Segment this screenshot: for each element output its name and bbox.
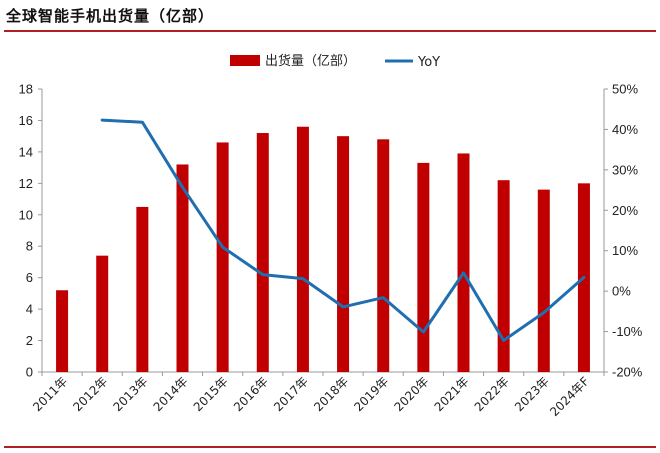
y-right-tick-label: 50% <box>612 82 638 97</box>
x-tick-label: 2023年 <box>512 374 552 414</box>
y-left-tick-label: 4 <box>26 302 33 317</box>
y-right-tick-label: 10% <box>612 243 638 258</box>
y-left-tick-label: 8 <box>26 239 33 254</box>
legend-bar-swatch <box>230 55 260 66</box>
x-tick-label: 2022年 <box>472 374 512 414</box>
x-tick-label: 2015年 <box>191 374 231 414</box>
y-left-tick-label: 18 <box>19 82 33 97</box>
bar <box>417 162 430 372</box>
x-tick-label: 2019年 <box>351 374 391 414</box>
y-right-tick-label: 40% <box>612 122 638 137</box>
x-tick-label: 2013年 <box>110 374 150 414</box>
bar <box>457 153 470 372</box>
y-right-tick-label: 20% <box>612 203 638 218</box>
legend-line-label: YoY <box>417 55 440 70</box>
x-tick-label: 2020年 <box>391 374 431 414</box>
bar <box>96 255 109 372</box>
bar <box>377 139 390 372</box>
y-right-tick-label: -20% <box>612 365 643 380</box>
y-left-tick-label: 0 <box>26 365 33 380</box>
y-right-tick-label: 30% <box>612 162 638 177</box>
x-tick-label: 2012年 <box>70 374 110 414</box>
x-tick-label: 2018年 <box>311 374 351 414</box>
bar <box>136 206 149 372</box>
bar <box>56 290 69 372</box>
y-left-tick-label: 14 <box>19 144 33 159</box>
yoy-line <box>100 118 586 342</box>
legend-bar-label: 出货量（亿部） <box>265 53 356 69</box>
bar <box>256 133 269 372</box>
title-rule <box>4 30 656 32</box>
y-right-tick-label: 0% <box>612 284 631 299</box>
bar <box>296 126 309 372</box>
y-left-tick-label: 10 <box>19 207 33 222</box>
x-tick-label: 2011年 <box>30 374 70 414</box>
bar <box>537 189 550 372</box>
x-tick-label: 2014年 <box>151 374 191 414</box>
x-tick-label: 2016年 <box>231 374 271 414</box>
bar <box>176 164 189 372</box>
bar <box>216 142 229 372</box>
x-tick-label: 2024年F <box>547 374 592 419</box>
chart-title: 全球智能手机出货量（亿部） <box>6 7 215 25</box>
y-left-tick-label: 6 <box>26 270 33 285</box>
y-left-tick-label: 2 <box>26 333 33 348</box>
bar <box>497 180 510 372</box>
bottom-rule <box>4 446 656 448</box>
y-right-tick-label: -10% <box>612 324 643 339</box>
bar <box>337 136 350 372</box>
y-left-tick-label: 16 <box>19 113 33 128</box>
x-tick-label: 2021年 <box>432 374 472 414</box>
x-tick-label: 2017年 <box>271 374 311 414</box>
y-left-tick-label: 12 <box>19 176 33 191</box>
